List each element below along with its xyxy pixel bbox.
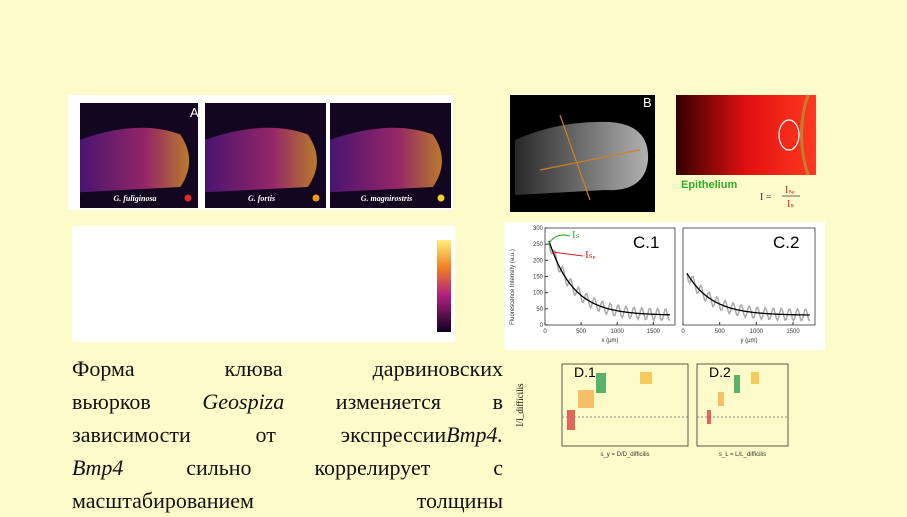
y-tick-label: 0 (540, 323, 544, 329)
marker-se: Iₛₑ (585, 249, 596, 261)
text-segment: Форма клюва дарвиновских (72, 356, 503, 381)
panel-b-red-image (676, 95, 816, 175)
x-tick-label: 0 (681, 329, 685, 335)
formula-den: Iₛ (787, 199, 794, 210)
text-segment: масштабированием толщины (72, 488, 503, 513)
panel-label: D.1 (574, 364, 596, 380)
text-segment: зависимости от экспрессии (72, 422, 447, 447)
y-tick-label: 300 (533, 226, 544, 232)
species-caption: G. fortis (248, 194, 275, 203)
panel-c-plots: 0 50 100 150 200 250 300 0 500 1000 1500 C.1 x (μm) 0… (510, 226, 816, 344)
y-tick-label: 200 (533, 258, 544, 264)
fit-curve (548, 240, 670, 316)
text-line: Bmp4 сильно коррелирует с (72, 451, 503, 484)
noisy-data (686, 273, 811, 323)
species-box (707, 410, 711, 424)
species-caption: G. fuliginosa (113, 194, 156, 203)
plot-frame (561, 363, 689, 447)
species-box (578, 390, 594, 408)
species-box (718, 392, 724, 406)
panel-a-frame (72, 226, 455, 342)
species-dot (312, 194, 320, 202)
panel-label: A (190, 105, 199, 120)
panel-label: B (643, 95, 652, 110)
y-axis-label: Fluorescence Intensity (a.u.) (510, 249, 516, 325)
species-box (567, 410, 575, 430)
colorbar (437, 240, 451, 332)
y-tick-label: 50 (536, 307, 543, 313)
species-box (596, 373, 606, 393)
panel-label: C.1 (633, 233, 659, 252)
text-line: Форма клюва дарвиновских (72, 352, 503, 385)
species-box (640, 372, 652, 384)
species-caption: G. magnirostris (361, 194, 413, 203)
species-box (751, 372, 759, 384)
y-tick-label: 250 (533, 242, 544, 248)
epithelium-label: Epithelium (681, 179, 737, 191)
y-tick-label: 100 (533, 291, 544, 297)
x-axis-label: y (μm) (740, 338, 757, 344)
arrow (551, 251, 584, 257)
y-tick-label: 150 (533, 275, 544, 281)
x-tick-label: 1000 (750, 329, 764, 335)
x-axis-label: s_L = L/L_difficilis (719, 452, 766, 458)
x-tick-label: 1000 (611, 329, 625, 335)
y-axis-label: I/I_difficilis (515, 383, 525, 427)
species-dot (437, 194, 445, 202)
panel-label: D.2 (709, 364, 731, 380)
beak-shape (515, 121, 649, 195)
measure-lines (539, 114, 641, 201)
text-line: масштабированием толщины (72, 484, 503, 517)
text-segment: Geospiza (202, 389, 285, 414)
plot-frame (696, 363, 789, 447)
species-box (734, 375, 740, 393)
body-text: Форма клюва дарвиновских вьюрков Geospiza… (72, 352, 503, 517)
x-tick-label: 500 (576, 329, 587, 335)
x-tick-label: 1500 (647, 329, 661, 335)
text-segment: Bmp4. (446, 422, 503, 447)
roi (778, 119, 800, 151)
marker-s: Iₛ (572, 229, 580, 241)
species-dot (184, 194, 192, 202)
plot-frame (682, 227, 816, 326)
epithelium-edge (800, 94, 810, 176)
fit-curve (686, 272, 810, 316)
text-segment: Bmp4 (72, 455, 124, 480)
noisy-data (548, 240, 671, 322)
beak-tissue (330, 127, 442, 193)
panel-label: C.2 (773, 233, 799, 252)
panel-d-overlay: D.1 s_y = D/D_difficilis D.2 s_L = L/L_diff… (515, 363, 789, 458)
text-line: вьюрков Geospiza изменяется в (72, 385, 503, 418)
text-segment: сильно коррелирует с (123, 455, 503, 480)
x-axis-label: x (μm) (601, 338, 618, 344)
beak-tissue (80, 127, 190, 193)
x-tick-label: 500 (715, 329, 726, 335)
x-tick-label: 0 (543, 329, 547, 335)
panel-c-frame (505, 222, 825, 350)
x-tick-label: 1500 (786, 329, 800, 335)
text-segment: изменяется в (284, 389, 503, 414)
text-line: зависимости от экспрессииBmp4. (72, 418, 503, 451)
formula-num: Iₛₑ (785, 185, 795, 196)
beak-tissue (205, 127, 317, 193)
arrow (547, 234, 571, 246)
formula-lhs: I = (760, 192, 772, 203)
x-axis-label: s_y = D/D_difficilis (600, 452, 649, 458)
text-segment: вьюрков (72, 389, 203, 414)
